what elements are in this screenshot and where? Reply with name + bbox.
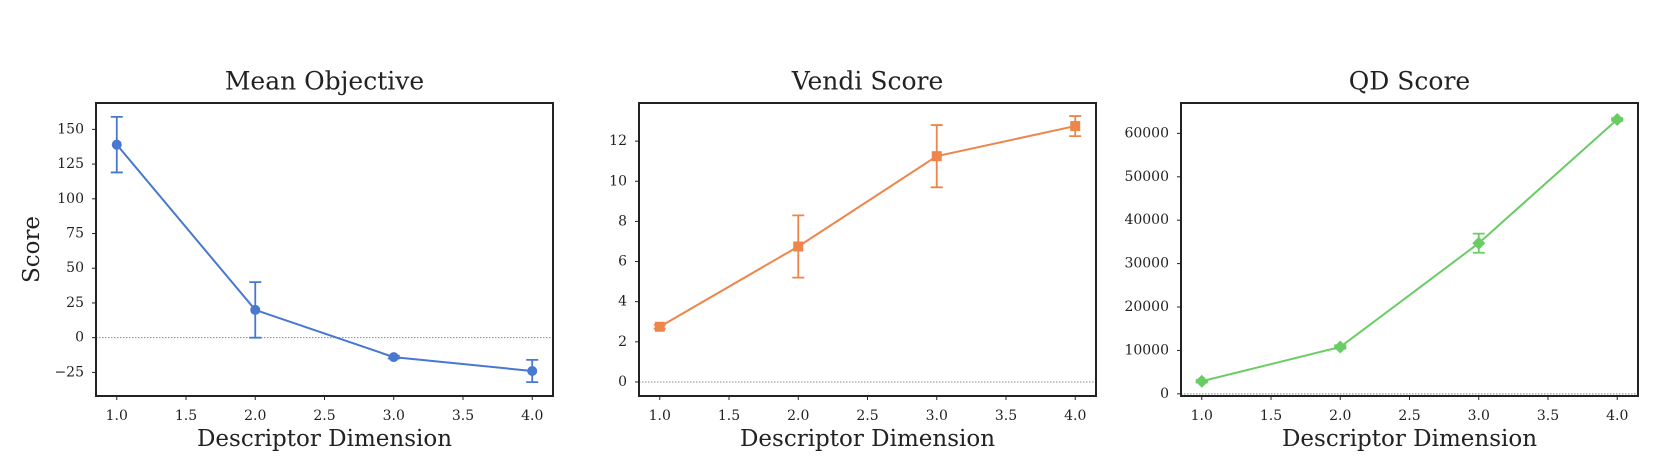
y-tick-label: 25 [66,295,84,311]
x-tick-label: 1.0 [106,408,128,424]
y-tick-label: 4 [618,294,627,310]
x-tick-label: 1.5 [718,408,740,424]
y-tick-label: −25 [54,364,84,380]
y-tick-label: 6 [618,254,627,270]
x-tick-label: 3.5 [1537,408,1559,424]
y-tick-label: 12 [609,133,627,149]
y-tick-label: 60000 [1124,125,1169,141]
x-tick-label: 3.5 [452,408,474,424]
marker [1333,340,1347,354]
x-tick-label: 2.0 [244,408,266,424]
y-tick-label: 40000 [1124,212,1169,228]
subplot-title: Mean Objective [225,67,424,96]
x-tick-label: 4.0 [1606,408,1628,424]
marker [1195,374,1209,388]
x-tick-label: 2.5 [313,408,335,424]
marker [793,241,804,252]
marker [1070,121,1081,132]
x-tick-label: 4.0 [1064,408,1086,424]
axes-frame [1180,102,1639,397]
y-tick-label: 0 [618,374,627,390]
x-tick-label: 4.0 [521,408,543,424]
y-tick-label: 10000 [1124,342,1169,358]
subplot-title: QD Score [1349,67,1470,96]
y-axis-label: Score [19,216,45,283]
marker [1472,236,1486,250]
y-tick-label: 20000 [1124,299,1169,315]
x-axis-label: Descriptor Dimension [740,426,995,452]
y-tick-label: 2 [618,334,627,350]
y-tick-label: 150 [57,121,84,137]
y-tick-label: 30000 [1124,256,1169,272]
x-tick-label: 2.0 [1329,408,1351,424]
x-tick-label: 3.0 [1468,408,1490,424]
marker [527,366,538,377]
y-tick-label: 0 [75,330,84,346]
y-tick-label: 50 [66,260,84,276]
y-tick-label: 10 [609,173,627,189]
marker [388,352,399,363]
y-tick-label: 50000 [1124,169,1169,185]
x-axis-label: Descriptor Dimension [197,426,452,452]
marker [250,304,261,315]
y-tick-label: 100 [57,191,84,207]
x-tick-label: 3.5 [995,408,1017,424]
x-tick-label: 2.0 [787,408,809,424]
y-tick-label: 125 [57,156,84,172]
axes-frame [95,102,554,397]
marker [654,321,665,332]
x-tick-label: 1.5 [1260,408,1282,424]
y-tick-label: 75 [66,226,84,242]
series-line [116,144,533,373]
x-tick-label: 2.5 [1398,408,1420,424]
series-line [659,125,1076,328]
y-tick-label: 0 [1160,386,1169,402]
y-tick-label: 8 [618,213,627,229]
marker [931,151,942,162]
marker [1610,112,1624,126]
x-tick-label: 1.0 [649,408,671,424]
x-tick-label: 1.0 [1191,408,1213,424]
series-line [1201,118,1618,383]
x-axis-label: Descriptor Dimension [1282,426,1537,452]
axes-frame [638,102,1097,397]
x-tick-label: 3.0 [383,408,405,424]
x-tick-label: 2.5 [856,408,878,424]
x-tick-label: 1.5 [175,408,197,424]
x-tick-label: 3.0 [926,408,948,424]
subplot-title: Vendi Score [791,67,944,96]
marker [111,139,122,150]
